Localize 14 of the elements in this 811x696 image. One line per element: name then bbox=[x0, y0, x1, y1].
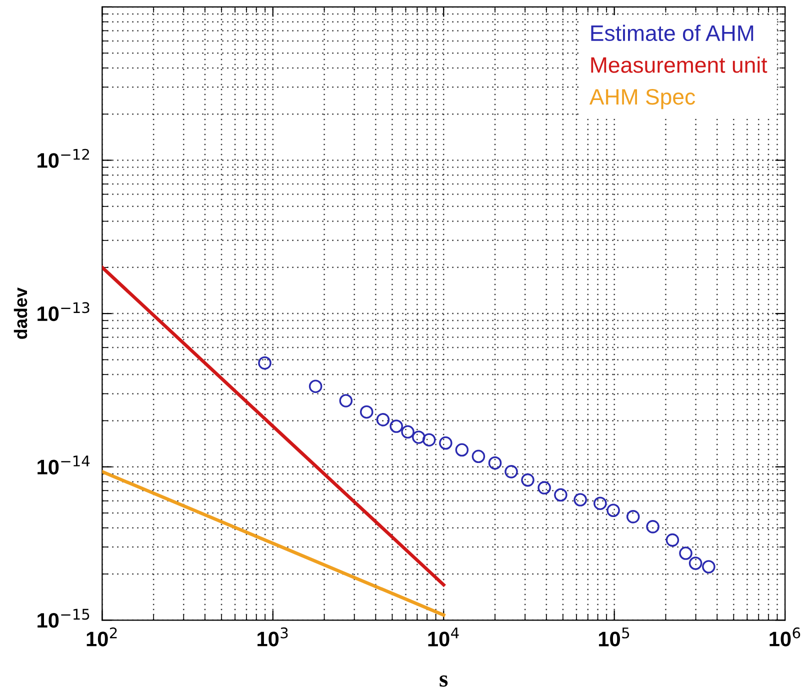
x-tick-label: 10$^{5}$ bbox=[598, 628, 630, 646]
text: Estimate of AHM bbox=[591, 24, 754, 42]
x-tick-label: 10$^{3}$ bbox=[258, 627, 288, 646]
y-tick-label: 10$^{−13}$ bbox=[38, 302, 90, 322]
y-tick-label: 10$^{−12}$ bbox=[38, 148, 89, 168]
x-tick-label: 10$^{6}$ bbox=[770, 627, 800, 646]
x-tick-label: 10$^{4}$ bbox=[428, 628, 459, 646]
x-tick-label: 10$^{2}$ bbox=[86, 627, 117, 646]
y-tick-label: 10$^{−15}$ bbox=[38, 608, 90, 628]
y-axis-title: dadev bbox=[14, 288, 28, 339]
text: AHM Spec bbox=[589, 88, 696, 110]
y-tick-label: 10$^{−14}$ bbox=[38, 456, 90, 474]
text: Measurement unit bbox=[591, 56, 768, 73]
x-axis-title: s bbox=[440, 675, 448, 687]
